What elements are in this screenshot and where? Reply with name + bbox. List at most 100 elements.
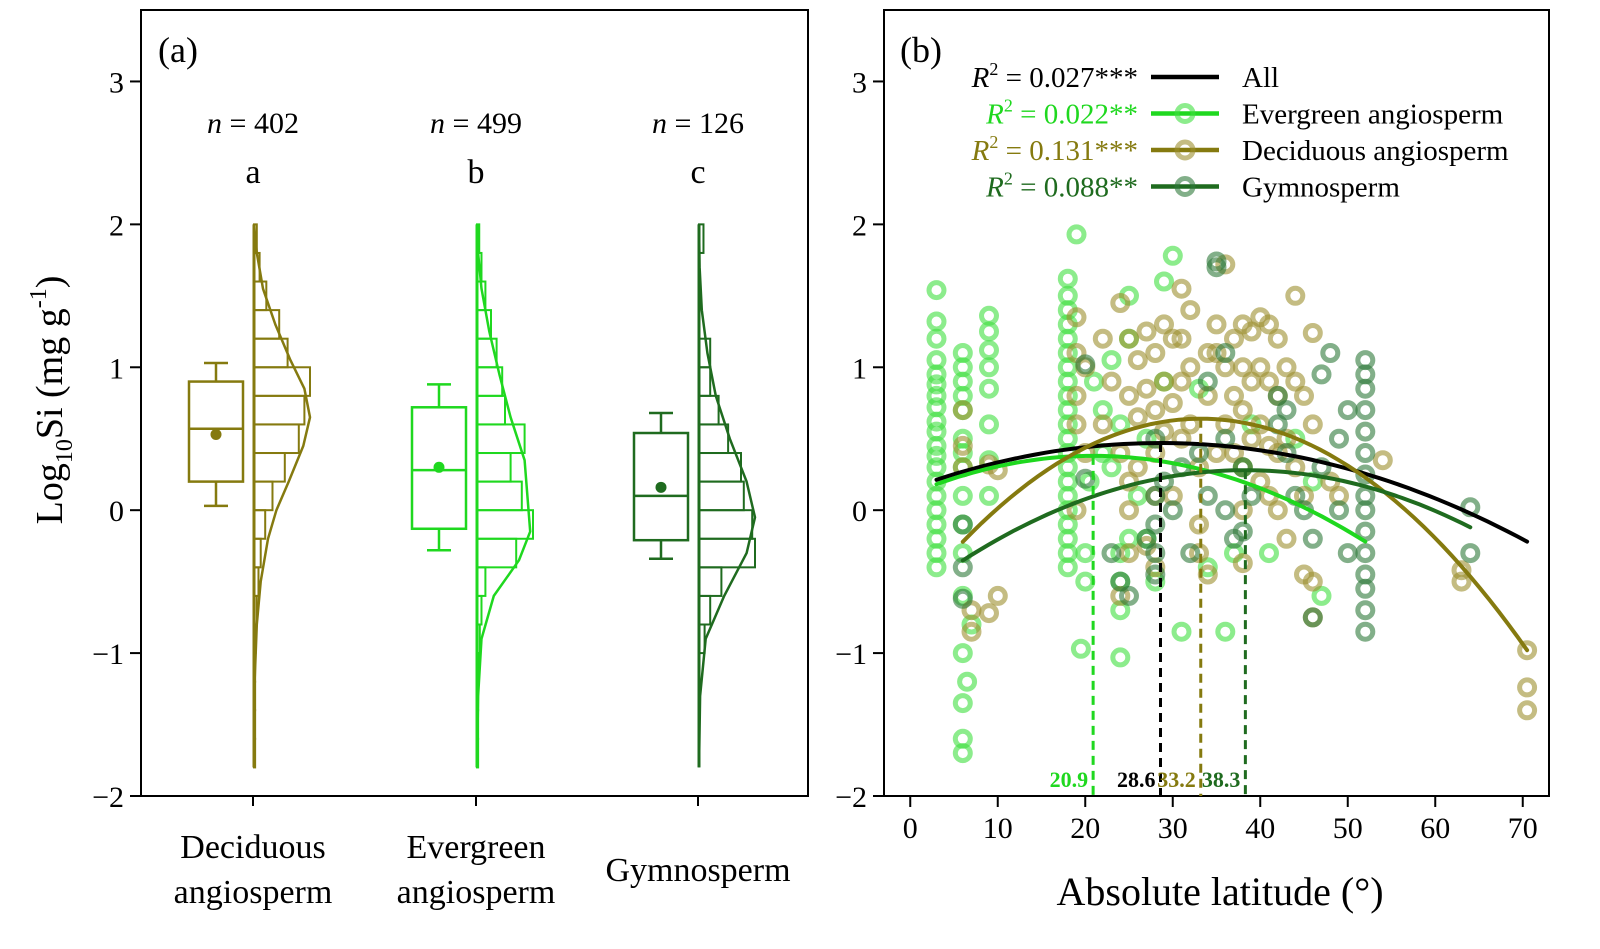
scatter-point-evergreen xyxy=(1162,245,1183,266)
y-tick-label: −2 xyxy=(92,781,124,814)
scatter-point-evergreen xyxy=(1101,457,1122,478)
legend-r2-value: = 0.027*** xyxy=(998,62,1138,94)
scatter-point-evergreen xyxy=(926,385,947,406)
box-mean-point xyxy=(655,481,667,493)
panel-b: 20.9 28.6 33.2 38.3 (b) R2 = 0.027*** AllR2 … xyxy=(835,9,1550,914)
scatter-point-evergreen xyxy=(979,321,999,342)
sample-size-n: n xyxy=(652,107,667,140)
scatter-point-deciduous xyxy=(1154,314,1174,335)
panel-a-label: (a) xyxy=(158,30,198,70)
scatter-point-gymnosperm xyxy=(1320,343,1341,363)
sample-size-n: n xyxy=(207,107,222,140)
legend-label-all: All xyxy=(1242,62,1279,94)
scatter-point-deciduous xyxy=(1276,528,1297,549)
scatter-point-deciduous xyxy=(1517,640,1538,661)
scatter-point-evergreen xyxy=(1136,428,1157,449)
y-tick-label: 0 xyxy=(109,495,124,528)
histogram-bar xyxy=(698,423,730,455)
scatter-point-evergreen xyxy=(1285,428,1306,449)
scatter-point-evergreen xyxy=(1075,543,1096,564)
scatter-point-evergreen xyxy=(926,445,947,466)
scatter-point-deciduous xyxy=(1127,350,1148,371)
panel-a-frame xyxy=(140,9,809,797)
scatter-point-gymnosperm xyxy=(1180,543,1201,564)
legend-r2-symbol: R xyxy=(985,99,1004,131)
scatter-point-deciduous xyxy=(1162,393,1183,413)
legend-r2-symbol: R xyxy=(985,172,1004,204)
scatter-point-deciduous xyxy=(1232,400,1253,421)
histogram-bar xyxy=(253,452,286,483)
scatter-point-evergreen xyxy=(1215,621,1236,642)
scatter-point-evergreen xyxy=(979,357,999,378)
scatter-point-gymnosperm xyxy=(1136,528,1157,549)
scatter-point-gymnosperm xyxy=(1355,600,1376,621)
y-tick-label: −1 xyxy=(92,638,124,671)
x-tick-label: 0 xyxy=(903,812,918,845)
panel-b-peak-markers: 20.9 28.6 33.2 38.3 xyxy=(1050,418,1247,796)
scatter-point-gymnosperm xyxy=(1145,514,1166,535)
scatter-point-gymnosperm xyxy=(1337,400,1358,421)
y-tick-label: −2 xyxy=(835,781,867,814)
scatter-point-deciduous xyxy=(1285,285,1306,306)
legend-point-gymnosperm xyxy=(1174,176,1196,197)
scatter-point-deciduous xyxy=(1066,385,1087,406)
scatter-point-evergreen xyxy=(926,411,947,432)
sample-size-value: = 126 xyxy=(667,107,744,140)
y-tick-label: 1 xyxy=(109,352,124,385)
scatter-point-evergreen xyxy=(1259,543,1279,564)
legend-point-deciduous xyxy=(1174,139,1196,161)
scatter-point-deciduous xyxy=(1259,371,1279,392)
scatter-point-deciduous xyxy=(1451,571,1472,592)
scatter-point-gymnosperm xyxy=(1302,528,1323,549)
scatter-point-deciduous xyxy=(1206,343,1227,363)
scatter-point-evergreen xyxy=(957,671,978,692)
y-label-sub: 10 xyxy=(52,439,78,463)
scatter-point-deciduous xyxy=(1294,385,1314,406)
histogram-bar xyxy=(698,452,742,483)
x-tick-label: 70 xyxy=(1508,812,1538,845)
scatter-point-deciduous xyxy=(1302,414,1323,435)
significance-letter: a xyxy=(245,154,260,191)
scatter-point-gymnosperm xyxy=(1206,257,1227,278)
scatter-point-evergreen xyxy=(926,374,947,395)
scatter-point-gymnosperm xyxy=(1355,621,1376,642)
legend-r2-superscript: 2 xyxy=(1004,169,1013,189)
scatter-point-deciduous xyxy=(1517,700,1538,721)
scatter-point-deciduous xyxy=(1189,514,1209,535)
x-tick-label: 20 xyxy=(1070,812,1100,845)
svg-text:Log10Si (mg g-1): Log10Si (mg g-1) xyxy=(26,276,78,525)
scatter-point-gymnosperm xyxy=(1197,485,1218,506)
scatter-point-evergreen xyxy=(952,693,973,714)
scatter-point-deciduous xyxy=(1171,278,1192,299)
legend-r2-value: = 0.022** xyxy=(1013,99,1138,131)
fit-curve-deciduous xyxy=(960,416,1530,653)
y-tick-label: 2 xyxy=(852,209,867,242)
y-label-rest: Si (mg g xyxy=(29,308,71,439)
peak-label-all: 28.6 xyxy=(1117,767,1156,792)
histogram-bar xyxy=(476,394,506,426)
scatter-point-evergreen xyxy=(1057,268,1078,289)
scatter-point-deciduous xyxy=(1119,328,1139,349)
scatter-point-evergreen xyxy=(1154,271,1174,292)
scatter-point-deciduous xyxy=(1066,414,1087,435)
scatter-point-gymnosperm xyxy=(1232,521,1253,542)
histogram-bar xyxy=(698,480,745,512)
histogram-bar xyxy=(476,480,523,512)
scatter-point-evergreen xyxy=(926,328,947,349)
histogram-bar xyxy=(698,394,720,426)
scatter-point-gymnosperm xyxy=(1145,485,1166,506)
histogram-bar xyxy=(698,594,712,626)
scatter-point-deciduous xyxy=(1101,371,1122,392)
scatter-point-gymnosperm xyxy=(1215,343,1236,363)
scatter-point-deciduous xyxy=(1232,553,1253,574)
scatter-point-gymnosperm xyxy=(1329,428,1349,449)
panel-b-fit-curves xyxy=(934,416,1530,653)
scatter-point-evergreen xyxy=(979,305,999,326)
scatter-point-deciduous xyxy=(1285,371,1306,392)
scatter-point-evergreen xyxy=(979,340,999,361)
y-tick-label: 0 xyxy=(852,495,867,528)
scatter-point-deciduous xyxy=(1180,414,1201,435)
y-tick-label: 1 xyxy=(852,352,867,385)
scatter-point-gymnosperm xyxy=(1276,400,1297,421)
